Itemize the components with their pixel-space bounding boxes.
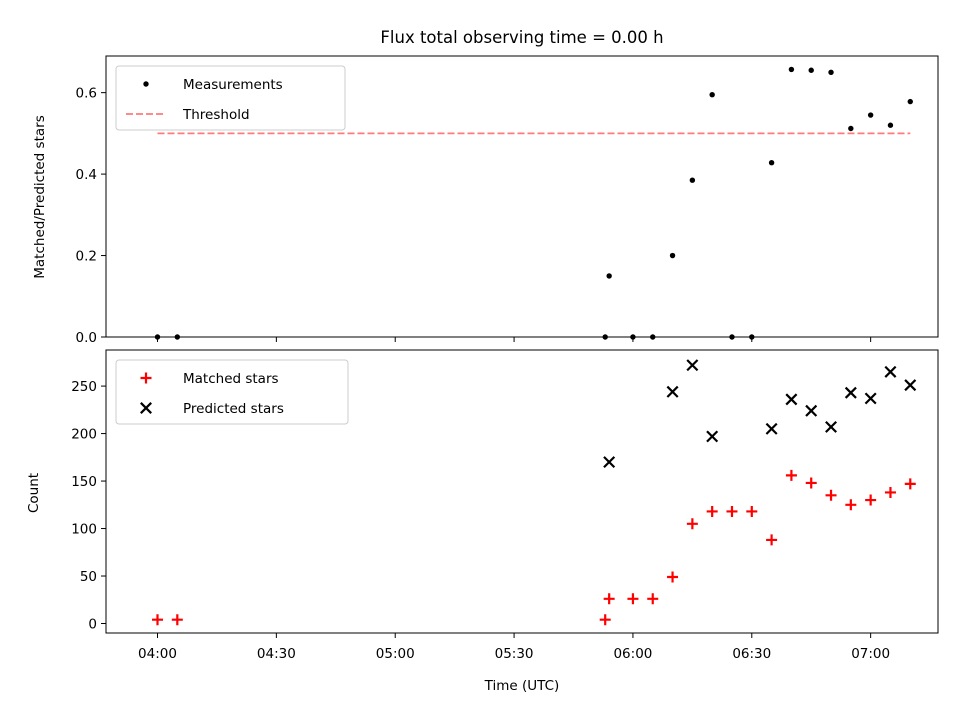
bottom-x-tick-label: 04:30: [257, 646, 296, 662]
matched-stars-point: [746, 505, 758, 517]
measurement-point: [848, 125, 854, 132]
bottom-y-tick-label: 100: [71, 522, 97, 538]
matched-stars-point: [603, 593, 615, 605]
measurement-point: [669, 252, 676, 259]
top-y-axis-label: Matched/Predicted stars: [32, 115, 48, 278]
bottom-x-tick-label: 05:00: [376, 646, 415, 662]
measurement-point: [808, 67, 814, 73]
predicted-stars-point: [785, 393, 798, 406]
bottom-x-tick-label: 06:30: [732, 646, 771, 662]
matched-stars-point: [904, 478, 916, 490]
measurement-point: [709, 91, 715, 98]
measurement-point: [907, 98, 913, 105]
top-legend-label: Threshold: [182, 107, 250, 123]
bottom-x-tick-label: 04:00: [138, 646, 177, 662]
measurement-point: [630, 334, 636, 340]
top-y-tick-label: 0.2: [76, 249, 97, 265]
bottom-legend-label: Matched stars: [183, 371, 279, 387]
bottom-y-tick-label: 250: [71, 379, 97, 395]
measurement-point: [887, 122, 894, 128]
bottom-legend-label: Predicted stars: [183, 401, 284, 417]
measurement-point: [867, 112, 874, 118]
top-legend-label: Measurements: [183, 77, 283, 93]
matched-stars-point: [785, 469, 797, 481]
predicted-stars-point: [706, 430, 719, 443]
measurement-point: [606, 273, 612, 279]
predicted-stars-point: [603, 456, 616, 469]
predicted-stars-point: [686, 359, 699, 372]
bottom-plot-area: [152, 359, 917, 626]
bottom-x-tick-label: 07:00: [851, 646, 890, 662]
bottom-y-tick-label: 0: [88, 617, 97, 633]
matched-stars-point: [865, 494, 877, 506]
measurement-point: [689, 177, 696, 183]
matched-stars-point: [599, 614, 611, 626]
x-axis-label: Time (UTC): [484, 678, 560, 694]
top-legend: Measurements Threshold: [115, 65, 346, 131]
top-y-tick-label: 0.6: [76, 86, 97, 102]
matched-stars-point: [884, 486, 896, 498]
predicted-stars-point: [666, 385, 679, 398]
legend-measurement-swatch: [143, 81, 149, 87]
bottom-x-tick-label: 05:30: [495, 646, 534, 662]
bottom-axes-frame: [105, 349, 939, 634]
measurement-point: [650, 334, 656, 340]
measurement-point: [749, 334, 755, 340]
bottom-y-tick-label: 50: [80, 569, 97, 585]
predicted-stars-point: [805, 404, 818, 417]
bottom-y-tick-label: 200: [71, 427, 97, 443]
matched-stars-point: [845, 499, 857, 511]
predicted-stars-point: [825, 420, 838, 433]
measurement-point: [602, 334, 608, 340]
matched-stars-point: [627, 593, 639, 605]
bottom-panel: 0 50 100 150 200 250 04:00 04:30 05:00 05:30 06:00…: [71, 349, 939, 662]
predicted-stars-point: [864, 392, 877, 405]
matched-stars-point: [171, 614, 183, 626]
predicted-stars-point: [844, 386, 857, 399]
chart-title: Flux total observing time = 0.00 h: [380, 28, 663, 47]
top-legend-box: [115, 65, 346, 131]
matched-stars-point: [667, 571, 679, 583]
top-axes-frame: [105, 55, 939, 338]
predicted-stars-point: [765, 422, 778, 435]
matched-stars-point: [686, 518, 698, 530]
predicted-stars-point: [884, 365, 897, 378]
bottom-x-tick-label: 06:00: [613, 646, 652, 662]
top-panel: 0.0 0.2 0.4 0.6 Measurements Threshold: [76, 55, 939, 346]
measurement-point: [729, 334, 735, 340]
measurement-point: [768, 159, 775, 166]
measurement-point: [174, 334, 181, 340]
measurement-point: [788, 66, 795, 73]
matched-stars-point: [766, 534, 778, 546]
matched-stars-point: [726, 505, 738, 517]
matched-stars-point: [152, 614, 164, 626]
legend-predicted-swatch: [140, 402, 152, 414]
predicted-stars-point: [904, 379, 917, 392]
bottom-legend: Matched stars Predicted stars: [115, 359, 349, 425]
matched-stars-point: [647, 593, 659, 605]
bottom-y-tick-label: 150: [71, 474, 97, 490]
legend-matched-swatch: [140, 372, 152, 384]
top-plot-area: [154, 66, 913, 340]
measurement-point: [828, 69, 834, 75]
bottom-y-axis-label: Count: [26, 473, 42, 513]
bottom-legend-box: [115, 359, 349, 425]
matched-stars-point: [825, 489, 837, 501]
top-y-tick-label: 0.4: [76, 167, 97, 183]
matched-stars-point: [805, 477, 817, 489]
top-y-tick-label: 0.0: [76, 330, 97, 346]
measurement-point: [154, 334, 161, 340]
matched-stars-point: [706, 505, 718, 517]
